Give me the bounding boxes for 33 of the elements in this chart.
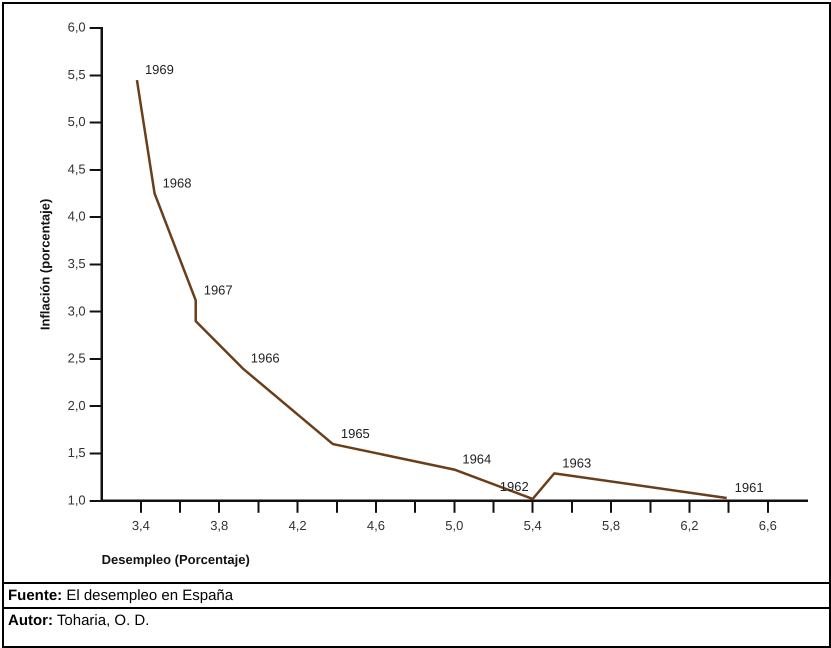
- annotation: 1966: [250, 350, 280, 366]
- x-tick-label: 3,4: [132, 518, 150, 534]
- annotation: 1967: [204, 282, 233, 298]
- x-tick-label: 3,8: [210, 518, 228, 534]
- annotation: 1961: [734, 480, 764, 495]
- annotation: 1962: [500, 478, 529, 494]
- x-tick-label: 5,8: [602, 518, 620, 534]
- x-axis-title: Desempleo (Porcentaje): [102, 552, 250, 567]
- y-axis-title: Inflación (porcentaje): [37, 198, 52, 330]
- y-tick-label: 3,5: [68, 256, 86, 271]
- y-tick-label: 4,5: [68, 161, 86, 176]
- y-tick-label: 5,5: [68, 66, 86, 82]
- y-tick-label: 6,0: [68, 20, 86, 35]
- x-tick-label: 4,2: [288, 518, 307, 534]
- annotation: 1969: [144, 62, 174, 78]
- x-tick-label: 4,6: [366, 518, 386, 534]
- y-tick-label: 2,0: [68, 398, 86, 413]
- y-tick-label: 5,0: [68, 114, 86, 130]
- x-tick-label: 6,2: [680, 518, 698, 534]
- y-tick-label: 1,5: [68, 445, 86, 460]
- x-tick-label: 5,0: [445, 518, 464, 534]
- y-tick-label: 4,0: [68, 208, 86, 224]
- y-tick-label: 3,0: [68, 303, 86, 318]
- y-tick-label: 1,0: [68, 492, 86, 508]
- annotation: 1965: [340, 426, 370, 442]
- x-tick-label: 6,6: [758, 518, 777, 534]
- text: Autor: Toharia, O. D.: [4, 607, 829, 632]
- annotation: 1964: [462, 452, 492, 467]
- x-tick-label: 5,4: [524, 518, 542, 534]
- annotation: 1968: [162, 175, 192, 190]
- source-note: Fuente: El desempleo en España: [4, 582, 829, 607]
- annotation: 1963: [562, 455, 592, 470]
- y-tick-label: 2,5: [68, 350, 86, 366]
